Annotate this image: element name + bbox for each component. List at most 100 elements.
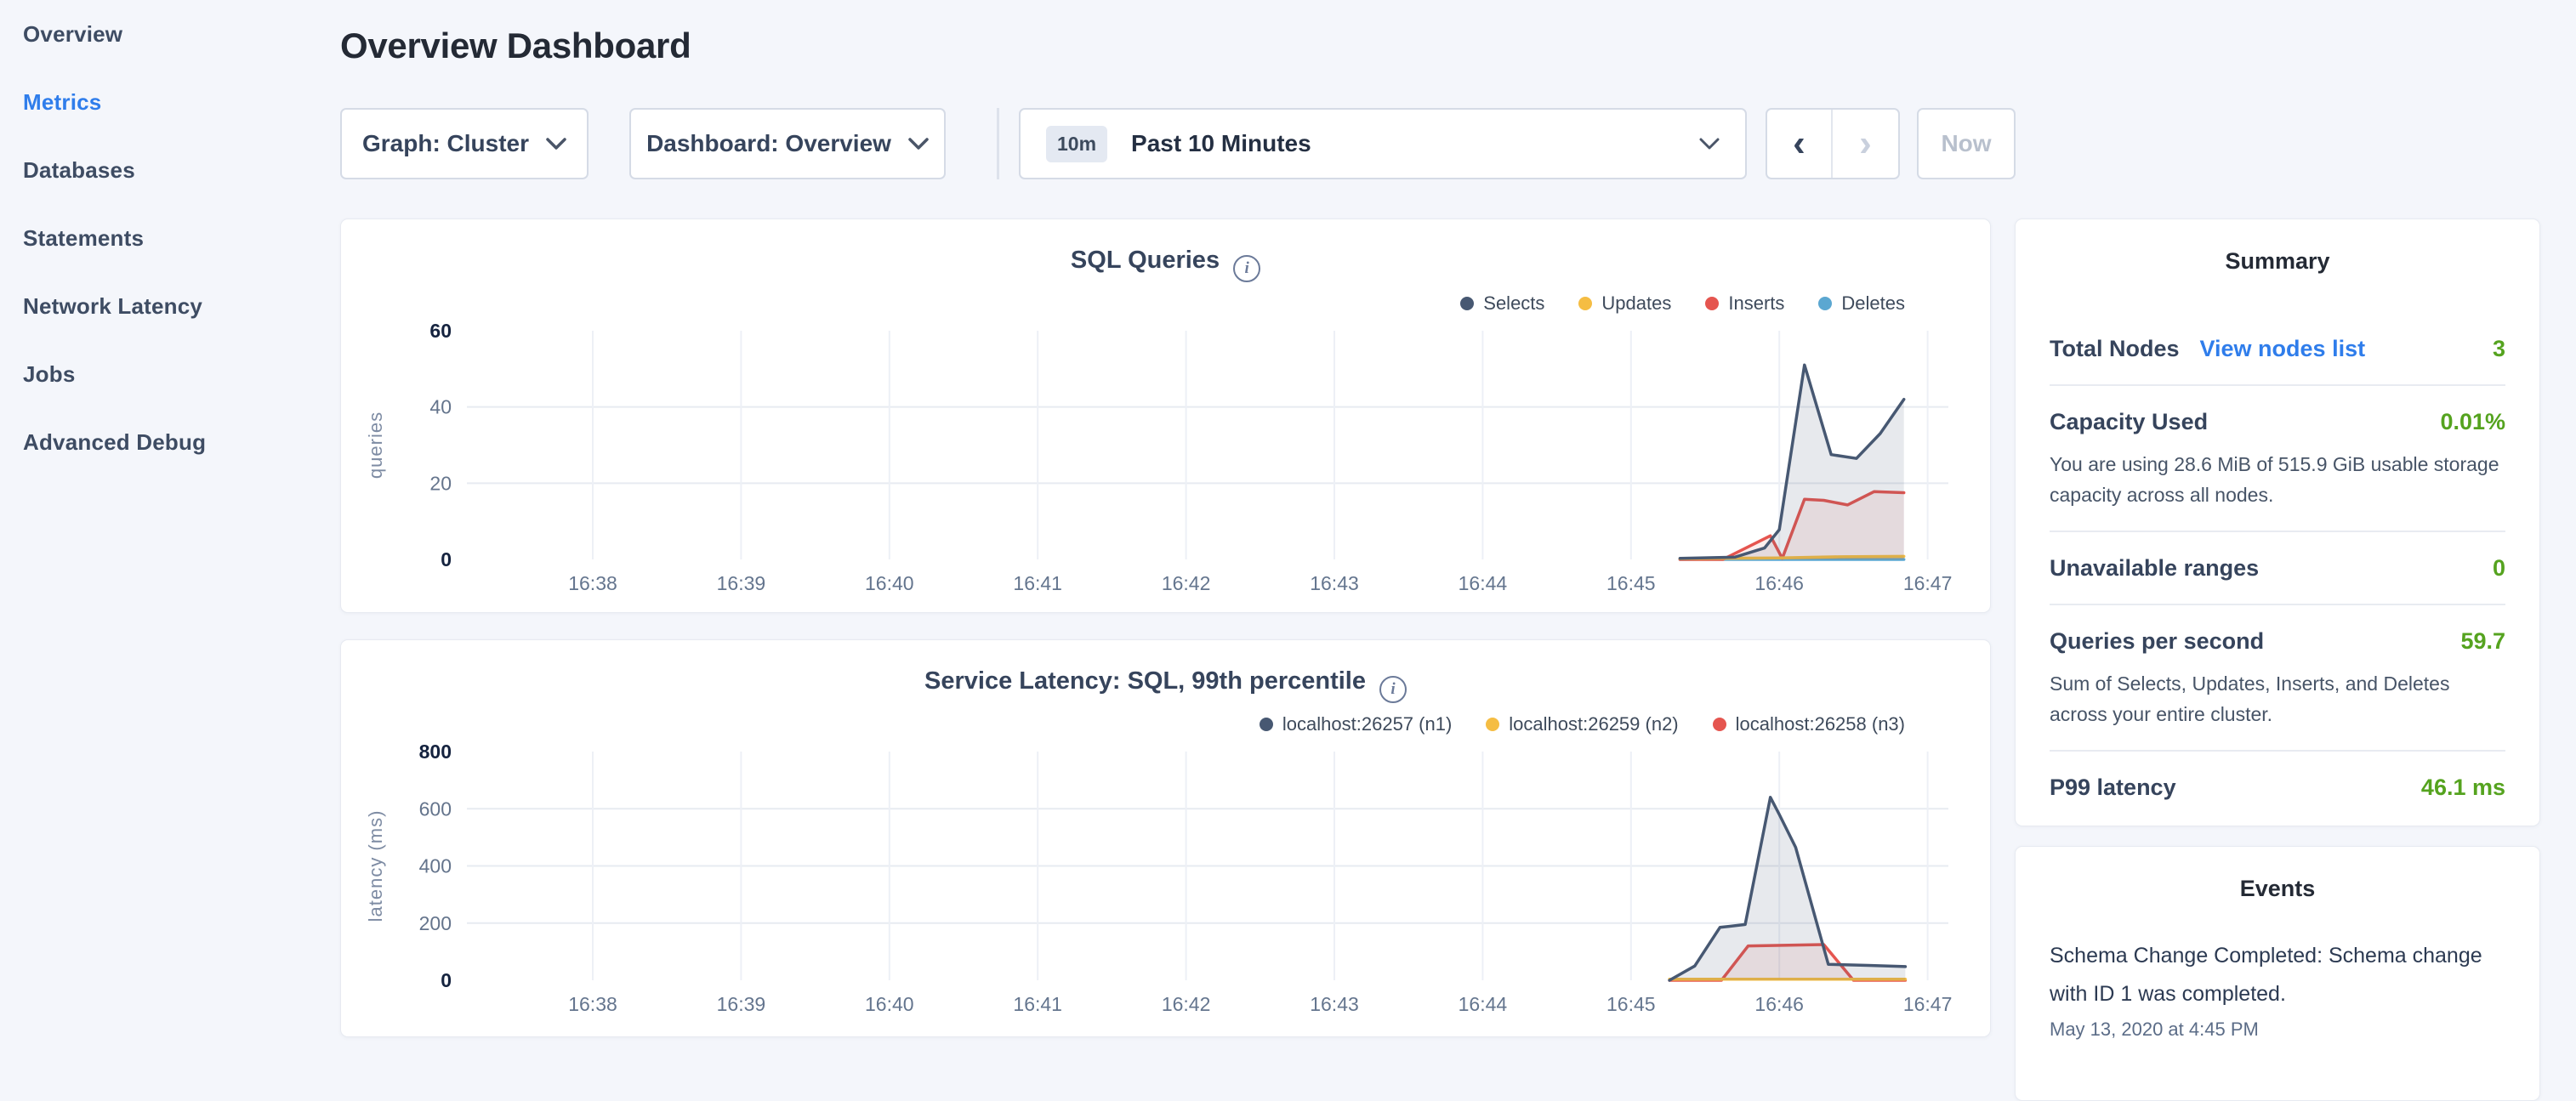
legend-dot [1705, 297, 1720, 310]
summary-value: 59.7 [2460, 628, 2505, 654]
svg-text:200: 200 [419, 912, 452, 934]
info-icon[interactable]: i [1379, 676, 1407, 703]
sidebar-item-network-latency[interactable]: Network Latency [23, 292, 203, 319]
summary-value: 0 [2492, 555, 2505, 581]
summary-title: Summary [2225, 248, 2330, 274]
legend-dot [1259, 718, 1273, 731]
chevron-down-icon [908, 137, 929, 150]
service-latency-chart-card: Service Latency: SQL, 99th percentile i l… [340, 639, 1991, 1037]
sidebar-item-databases[interactable]: Databases [23, 156, 135, 183]
sql-queries-chart-card: SQL Queries i Selects Updates Inserts Delete… [340, 218, 1991, 613]
chart-legend: localhost:26257 (n1) localhost:26259 (n2)… [1259, 713, 1905, 735]
svg-text:16:47: 16:47 [1903, 993, 1953, 1015]
svg-text:latency (ms): latency (ms) [365, 810, 386, 922]
svg-text:0: 0 [441, 548, 452, 570]
summary-label: Unavailable ranges [2050, 555, 2260, 581]
svg-text:60: 60 [429, 320, 452, 342]
summary-description: You are using 28.6 MiB of 515.9 GiB usab… [2050, 453, 2499, 506]
legend-item-updates: Updates [1578, 292, 1671, 315]
sidebar-nav: Overview Metrics Databases Statements Networ… [23, 0, 312, 476]
sidebar-item-metrics[interactable]: Metrics [23, 88, 102, 115]
legend-item-localhost-26258-n3: localhost:26258 (n3) [1712, 713, 1905, 735]
legend-item-deletes: Deletes [1818, 292, 1905, 315]
chart-title: Service Latency: SQL, 99th percentile [924, 667, 1366, 695]
legend-dot [1578, 297, 1593, 310]
legend-item-localhost-26259-n2: localhost:26259 (n2) [1486, 713, 1679, 735]
legend-dot [1818, 297, 1833, 310]
svg-text:40: 40 [429, 396, 452, 418]
summary-value: 0.01% [2440, 409, 2505, 434]
sidebar-item-statements[interactable]: Statements [23, 224, 145, 251]
service-latency-chart[interactable]: 16:38 16:39 16:40 16:41 16:42 16:43 16:44 16:45… [341, 640, 1992, 1038]
summary-row-unavailable-ranges: Unavailable ranges 0 [2050, 532, 2505, 605]
svg-text:0: 0 [441, 969, 452, 991]
chevron-down-icon [546, 137, 566, 150]
svg-text:16:43: 16:43 [1310, 993, 1359, 1015]
info-icon[interactable]: i [1233, 255, 1261, 282]
svg-text:16:43: 16:43 [1310, 572, 1359, 594]
view-nodes-list-link[interactable]: View nodes list [2199, 336, 2366, 361]
toolbar-divider [997, 108, 999, 179]
summary-row-queries-per-second: Queries per second 59.7 Sum of Selects, Up… [2050, 605, 2505, 752]
svg-text:20: 20 [429, 472, 452, 494]
chevron-down-icon [1699, 138, 1720, 150]
svg-text:16:38: 16:38 [568, 572, 617, 594]
event-timestamp: May 13, 2020 at 4:45 PM [2050, 1019, 2259, 1040]
summary-row-total-nodes: Total Nodes View nodes list 3 [2050, 313, 2505, 386]
next-time-button[interactable]: › [1859, 122, 1872, 164]
summary-label: Capacity Used [2050, 409, 2209, 434]
svg-text:800: 800 [419, 741, 452, 763]
svg-text:16:44: 16:44 [1459, 993, 1508, 1015]
svg-text:16:40: 16:40 [865, 993, 914, 1015]
legend-dot [1460, 297, 1475, 310]
summary-label: Queries per second [2050, 628, 2265, 654]
prev-time-button[interactable]: ‹ [1767, 110, 1833, 178]
page-title: Overview Dashboard [340, 26, 691, 65]
svg-text:400: 400 [419, 855, 452, 877]
summary-label: P99 latency [2050, 775, 2176, 800]
dashboard-dropdown[interactable]: Dashboard: Overview [629, 108, 946, 179]
legend-dot [1486, 718, 1500, 731]
time-range-selector[interactable]: 10m Past 10 Minutes [1019, 108, 1747, 179]
svg-text:16:38: 16:38 [568, 993, 617, 1015]
svg-text:600: 600 [419, 797, 452, 820]
event-item[interactable]: Schema Change Completed: Schema change w… [2050, 937, 2505, 1041]
graph-scope-dropdown[interactable]: Graph: Cluster [340, 108, 589, 179]
sql-queries-chart[interactable]: 16:38 16:39 16:40 16:41 16:42 16:43 16:44 16:45… [341, 219, 1992, 614]
svg-text:16:41: 16:41 [1013, 572, 1062, 594]
event-text: Schema Change Completed: Schema change w… [2050, 944, 2482, 1006]
svg-text:16:41: 16:41 [1013, 993, 1062, 1015]
sidebar-item-jobs[interactable]: Jobs [23, 360, 76, 387]
svg-text:16:47: 16:47 [1903, 572, 1953, 594]
events-title: Events [2239, 876, 2316, 901]
svg-text:16:46: 16:46 [1754, 993, 1804, 1015]
svg-text:16:45: 16:45 [1606, 993, 1656, 1015]
svg-text:16:40: 16:40 [865, 572, 914, 594]
sidebar-item-advanced-debug[interactable]: Advanced Debug [23, 428, 207, 455]
summary-value: 46.1 ms [2420, 775, 2505, 800]
time-range-label: Past 10 Minutes [1131, 130, 1311, 156]
summary-label: Total Nodes [2050, 336, 2180, 361]
summary-value: 3 [2492, 336, 2505, 361]
summary-row-p99-latency: P99 latency 46.1 ms [2050, 752, 2505, 823]
time-pager: ‹ › [1766, 108, 1900, 179]
legend-item-inserts: Inserts [1705, 292, 1784, 315]
legend-item-selects: Selects [1460, 292, 1544, 315]
summary-row-capacity-used: Capacity Used 0.01% You are using 28.6 MiB… [2050, 386, 2505, 532]
legend-dot [1712, 718, 1726, 731]
svg-text:16:39: 16:39 [717, 993, 766, 1015]
now-button[interactable]: Now [1917, 108, 2016, 179]
sidebar-item-overview[interactable]: Overview [23, 20, 123, 47]
graph-scope-dropdown-label: Graph: Cluster [361, 130, 530, 156]
summary-description: Sum of Selects, Updates, Inserts, and De… [2050, 673, 2450, 725]
svg-text:16:46: 16:46 [1754, 572, 1804, 594]
legend-item-localhost-26257-n1: localhost:26257 (n1) [1259, 713, 1452, 735]
svg-text:16:45: 16:45 [1606, 572, 1656, 594]
svg-text:16:42: 16:42 [1162, 572, 1211, 594]
time-range-badge: 10m [1046, 125, 1108, 162]
svg-text:16:42: 16:42 [1162, 993, 1211, 1015]
summary-panel: Summary Total Nodes View nodes list 3 Capac… [2015, 218, 2540, 826]
chart-legend: Selects Updates Inserts Deletes [1460, 292, 1905, 315]
svg-text:16:39: 16:39 [717, 572, 766, 594]
svg-text:16:44: 16:44 [1459, 572, 1508, 594]
